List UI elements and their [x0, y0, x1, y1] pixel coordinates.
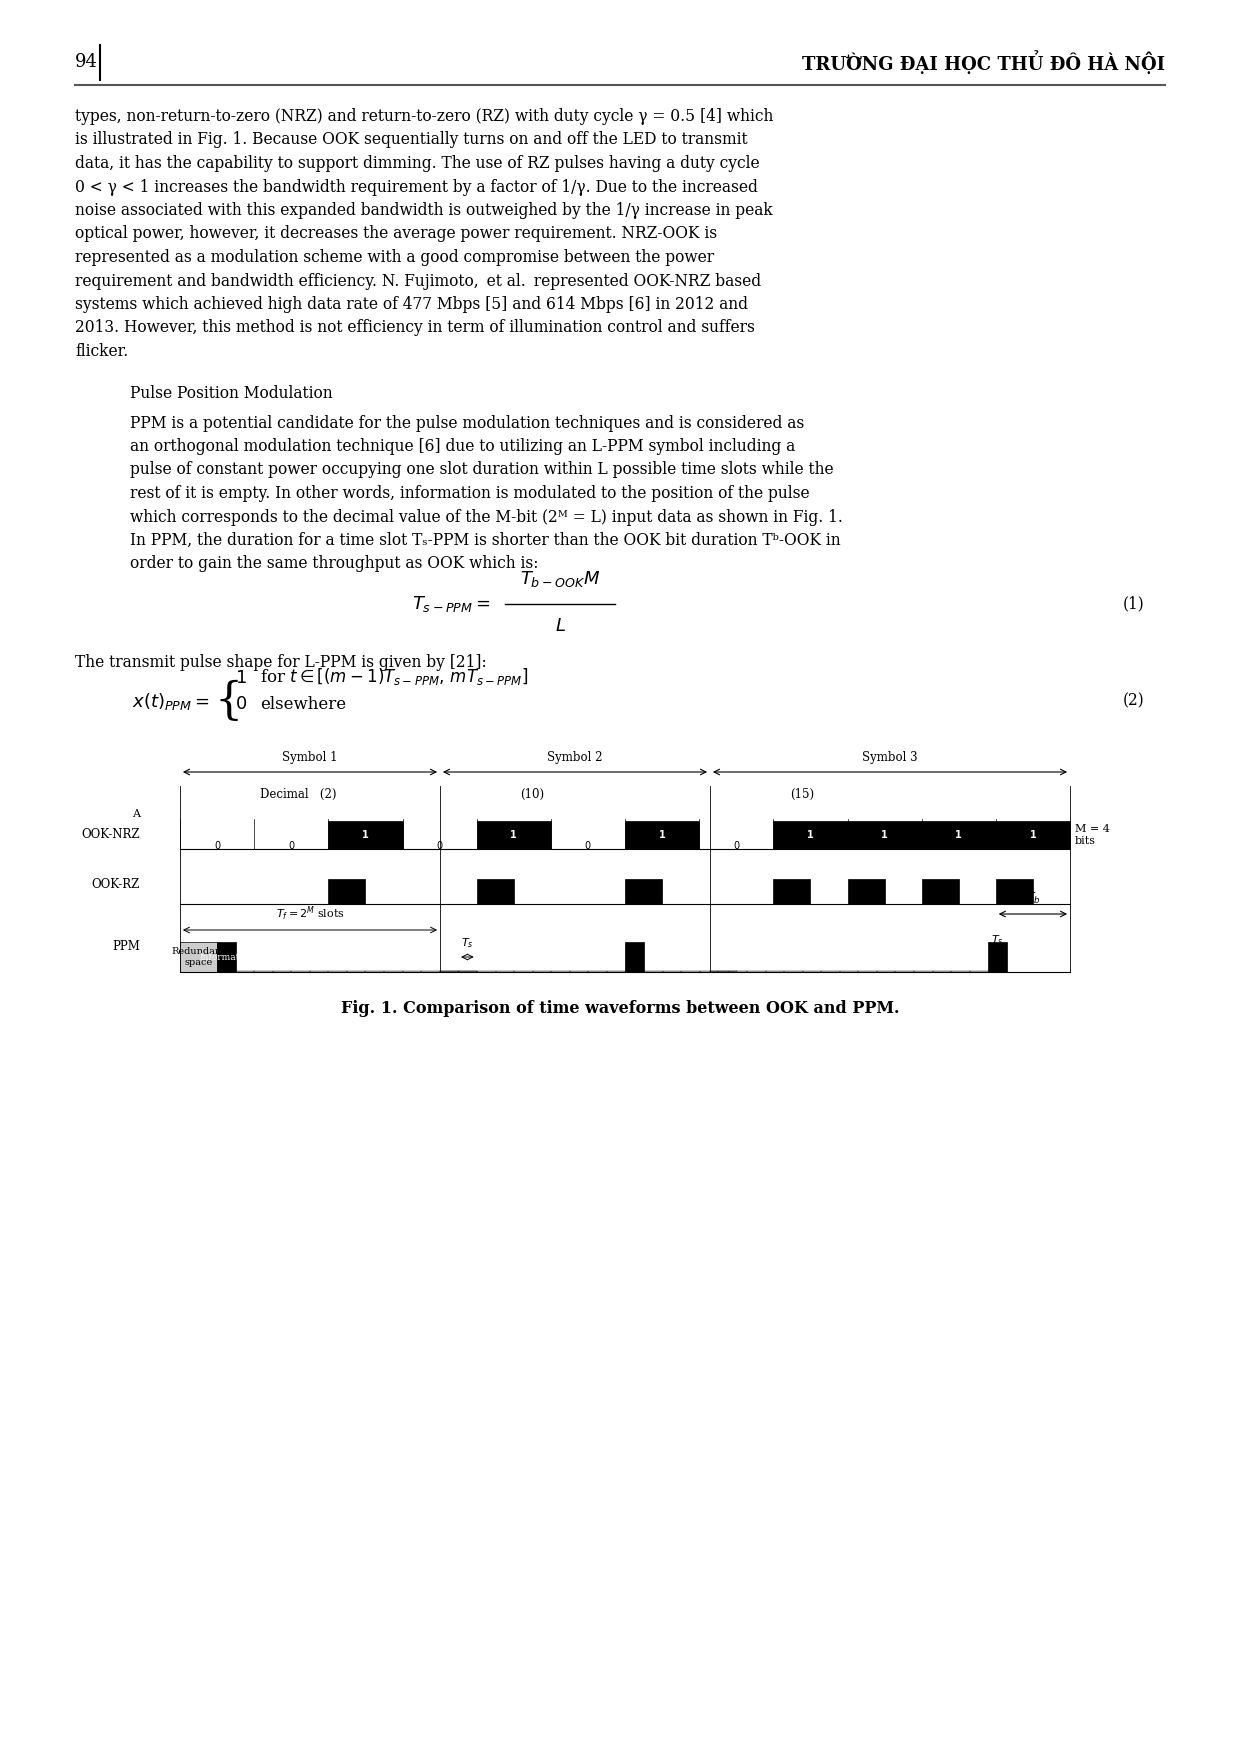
Bar	[329, 821, 403, 849]
Text: 1: 1	[362, 830, 368, 840]
Text: optical power, however, it decreases the average power requirement. NRZ-OOK is: optical power, however, it decreases the…	[74, 226, 717, 242]
Bar	[329, 879, 366, 903]
Bar	[625, 821, 699, 849]
Text: Decimal   (2): Decimal (2)	[260, 788, 336, 800]
Text: 0: 0	[215, 840, 221, 851]
Text: $0$: $0$	[236, 695, 247, 712]
Text: 0: 0	[288, 840, 294, 851]
Text: is illustrated in Fig. 1. Because OOK sequentially turns on and off the LED to t: is illustrated in Fig. 1. Because OOK se…	[74, 132, 748, 149]
Text: $L$: $L$	[554, 617, 565, 635]
Bar	[996, 879, 1033, 903]
Bar	[625, 942, 644, 972]
Text: (15): (15)	[790, 788, 815, 800]
Text: rest of it is empty. In other words, information is modulated to the position of: rest of it is empty. In other words, inf…	[130, 486, 810, 502]
Text: requirement and bandwidth efficiency. N. Fujimoto,  et al.  represented OOK-NRZ : requirement and bandwidth efficiency. N.…	[74, 272, 761, 289]
Text: data, it has the capability to support dimming. The use of RZ pulses having a du: data, it has the capability to support d…	[74, 154, 760, 172]
Text: elsewhere: elsewhere	[260, 696, 346, 712]
Bar	[988, 942, 1007, 972]
Text: PPM: PPM	[112, 940, 140, 954]
Bar	[996, 821, 1070, 849]
Bar	[625, 879, 662, 903]
Bar	[217, 942, 236, 972]
Text: $1$: $1$	[236, 668, 247, 688]
Text: Symbol 1: Symbol 1	[283, 751, 337, 765]
Bar	[921, 879, 959, 903]
Text: $x(t)_{PPM}=$: $x(t)_{PPM}=$	[133, 691, 210, 712]
Text: 1: 1	[1029, 830, 1037, 840]
Bar	[774, 879, 811, 903]
Text: {: {	[215, 679, 243, 723]
Text: M = 4
bits: M = 4 bits	[1075, 824, 1110, 845]
Text: The transmit pulse shape for L-PPM is given by [21]:: The transmit pulse shape for L-PPM is gi…	[74, 654, 487, 672]
Text: $T_s$: $T_s$	[991, 933, 1003, 947]
Text: (2): (2)	[1123, 693, 1145, 710]
Text: 94: 94	[74, 53, 98, 70]
Text: OOK-NRZ: OOK-NRZ	[82, 828, 140, 840]
Text: 1: 1	[955, 830, 962, 840]
Text: In PPM, the duration for a time slot Tₛ-PPM is shorter than the OOK bit duration: In PPM, the duration for a time slot Tₛ-…	[130, 531, 841, 549]
Text: A: A	[131, 809, 140, 819]
Text: $T_f = 2^M$ slots: $T_f = 2^M$ slots	[275, 905, 345, 923]
Text: types, non-return-to-zero (NRZ) and return-to-zero (RZ) with duty cycle γ = 0.5 : types, non-return-to-zero (NRZ) and retu…	[74, 109, 774, 125]
Text: $T_b$: $T_b$	[1025, 891, 1040, 907]
Text: systems which achieved high data rate of 477 Mbps [5] and 614 Mbps [6] in 2012 a: systems which achieved high data rate of…	[74, 296, 748, 312]
Bar	[847, 821, 921, 849]
Text: 1: 1	[882, 830, 888, 840]
Text: (1): (1)	[1123, 596, 1145, 612]
Bar	[847, 879, 884, 903]
Text: $T_{b-OOK}M$: $T_{b-OOK}M$	[520, 568, 600, 589]
Text: order to gain the same throughput as OOK which is:: order to gain the same throughput as OOK…	[130, 556, 538, 572]
Text: 0: 0	[585, 840, 591, 851]
Bar	[774, 821, 847, 849]
Text: Fig. 1. Comparison of time waveforms between OOK and PPM.: Fig. 1. Comparison of time waveforms bet…	[341, 1000, 899, 1017]
Text: for $t \in \left[(m-1)T_{s-PPM},\, mT_{s-PPM}\right]$: for $t \in \left[(m-1)T_{s-PPM},\, mT_{s…	[260, 667, 528, 688]
Text: 1: 1	[511, 830, 517, 840]
Text: represented as a modulation scheme with a good compromise between the power: represented as a modulation scheme with …	[74, 249, 714, 267]
Text: (10): (10)	[520, 788, 544, 800]
Text: Information: Information	[200, 952, 254, 961]
Bar	[180, 942, 217, 972]
Text: 0: 0	[436, 840, 443, 851]
Text: TRƯỜNG ĐẠI HỌC THỦ ĐÔ HÀ NỘI: TRƯỜNG ĐẠI HỌC THỦ ĐÔ HÀ NỘI	[802, 51, 1166, 74]
Text: Redundant
space: Redundant space	[171, 947, 226, 966]
Text: an orthogonal modulation technique [6] due to utilizing an L-PPM symbol includin: an orthogonal modulation technique [6] d…	[130, 438, 795, 454]
Text: Symbol 3: Symbol 3	[862, 751, 918, 765]
Text: noise associated with this expanded bandwidth is outweighed by the 1/γ increase : noise associated with this expanded band…	[74, 202, 773, 219]
Text: 2013. However, this method is not efficiency in term of illumination control and: 2013. However, this method is not effici…	[74, 319, 755, 337]
Text: PPM is a potential candidate for the pulse modulation techniques and is consider: PPM is a potential candidate for the pul…	[130, 414, 805, 431]
Bar	[476, 879, 513, 903]
Text: Pulse Position Modulation: Pulse Position Modulation	[130, 384, 332, 402]
Text: which corresponds to the decimal value of the M-bit (2ᴹ = L) input data as shown: which corresponds to the decimal value o…	[130, 509, 843, 526]
Text: pulse of constant power occupying one slot duration within L possible time slots: pulse of constant power occupying one sl…	[130, 461, 833, 479]
Text: 0 < γ < 1 increases the bandwidth requirement by a factor of 1/γ. Due to the inc: 0 < γ < 1 increases the bandwidth requir…	[74, 179, 758, 195]
Text: flicker.: flicker.	[74, 344, 128, 360]
Text: $T_s$: $T_s$	[461, 937, 474, 951]
Text: $T_{s-PPM}=$: $T_{s-PPM}=$	[412, 595, 490, 614]
Bar	[921, 821, 996, 849]
Text: OOK-RZ: OOK-RZ	[92, 877, 140, 891]
Text: 1: 1	[807, 830, 813, 840]
Text: 0: 0	[733, 840, 739, 851]
Text: Symbol 2: Symbol 2	[547, 751, 603, 765]
Bar	[476, 821, 551, 849]
Text: 1: 1	[658, 830, 666, 840]
